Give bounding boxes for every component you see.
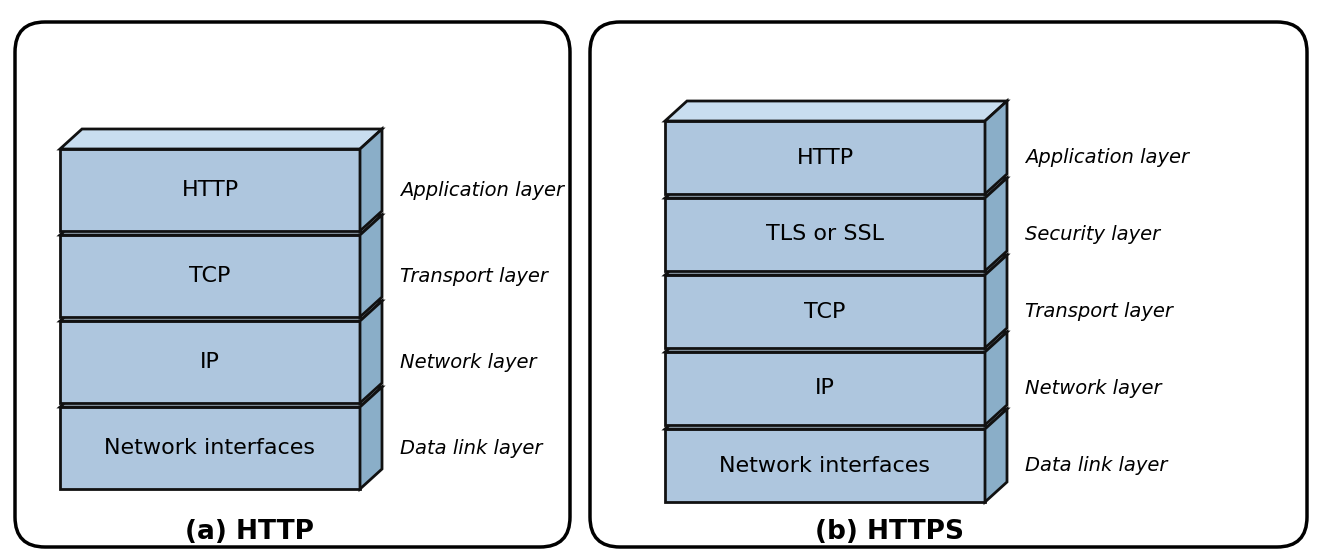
Polygon shape xyxy=(985,178,1007,271)
Polygon shape xyxy=(665,101,1007,121)
FancyBboxPatch shape xyxy=(590,22,1307,547)
Polygon shape xyxy=(985,409,1007,502)
Text: Application layer: Application layer xyxy=(401,180,564,199)
Polygon shape xyxy=(985,101,1007,194)
Text: IP: IP xyxy=(200,352,219,372)
Polygon shape xyxy=(59,407,360,489)
Polygon shape xyxy=(665,429,985,502)
FancyBboxPatch shape xyxy=(15,22,570,547)
Text: Security layer: Security layer xyxy=(1025,225,1161,244)
Text: Application layer: Application layer xyxy=(1025,148,1188,167)
Polygon shape xyxy=(360,215,382,317)
Text: Data link layer: Data link layer xyxy=(1025,456,1167,475)
Polygon shape xyxy=(985,332,1007,425)
Polygon shape xyxy=(59,149,360,231)
Polygon shape xyxy=(59,235,360,317)
Text: Network layer: Network layer xyxy=(1025,379,1162,398)
Text: HTTP: HTTP xyxy=(181,180,238,200)
Text: TCP: TCP xyxy=(804,301,846,321)
Text: HTTP: HTTP xyxy=(796,148,854,168)
Text: Transport layer: Transport layer xyxy=(1025,302,1173,321)
Text: Network interfaces: Network interfaces xyxy=(719,456,931,476)
Text: TCP: TCP xyxy=(189,266,230,286)
Polygon shape xyxy=(59,321,360,403)
Text: TLS or SSL: TLS or SSL xyxy=(765,224,884,245)
Text: (a) HTTP: (a) HTTP xyxy=(185,519,315,545)
Text: Network layer: Network layer xyxy=(401,353,537,372)
Polygon shape xyxy=(665,332,1007,352)
Polygon shape xyxy=(360,301,382,403)
Text: Network interfaces: Network interfaces xyxy=(104,438,316,458)
Text: Data link layer: Data link layer xyxy=(401,438,542,457)
Polygon shape xyxy=(59,129,382,149)
Polygon shape xyxy=(985,255,1007,348)
Polygon shape xyxy=(665,352,985,425)
Polygon shape xyxy=(59,301,382,321)
Polygon shape xyxy=(665,409,1007,429)
Polygon shape xyxy=(59,387,382,407)
Polygon shape xyxy=(665,255,1007,275)
Text: Transport layer: Transport layer xyxy=(401,266,547,286)
Polygon shape xyxy=(665,275,985,348)
Polygon shape xyxy=(665,178,1007,198)
Polygon shape xyxy=(665,198,985,271)
Polygon shape xyxy=(360,129,382,231)
Polygon shape xyxy=(360,387,382,489)
Polygon shape xyxy=(59,215,382,235)
Polygon shape xyxy=(665,121,985,194)
Text: (b) HTTPS: (b) HTTPS xyxy=(816,519,965,545)
Text: IP: IP xyxy=(816,379,836,398)
